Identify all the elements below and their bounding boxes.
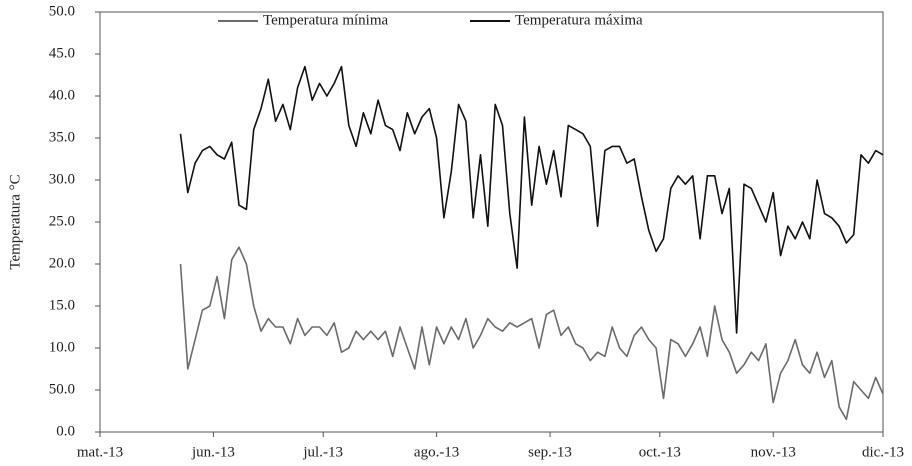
x-tick-label: jul.-13 bbox=[302, 444, 343, 460]
x-tick-label: dic.-13 bbox=[862, 444, 904, 460]
series-line bbox=[179, 65, 884, 334]
y-tick-label: 35.0 bbox=[49, 129, 75, 145]
y-tick-label: 45.0 bbox=[49, 45, 75, 61]
x-tick-label: oct.-13 bbox=[639, 444, 681, 460]
x-tick-label: nov.-13 bbox=[751, 444, 796, 460]
x-tick-label: ago.-13 bbox=[414, 444, 459, 460]
legend-label: Temperatura máxima bbox=[515, 12, 643, 28]
y-axis-label: Temperatura °C bbox=[7, 174, 23, 269]
y-tick-label: 0.0 bbox=[56, 423, 75, 439]
legend-label: Temperatura mínima bbox=[263, 12, 388, 28]
y-tick-label: 50.0 bbox=[49, 3, 75, 19]
y-tick-label: 20.0 bbox=[49, 255, 75, 271]
y-tick-label: 40.0 bbox=[49, 87, 75, 103]
y-tick-label: 30.0 bbox=[49, 171, 75, 187]
y-tick-label: 15.0 bbox=[49, 297, 75, 313]
y-tick-label: 25.0 bbox=[49, 213, 75, 229]
x-tick-label: mat.-13 bbox=[77, 444, 123, 460]
series-line bbox=[179, 246, 884, 421]
y-tick-label: 10.0 bbox=[49, 339, 75, 355]
x-tick-label: sep.-13 bbox=[528, 444, 572, 460]
x-tick-label: jun.-13 bbox=[191, 444, 235, 460]
y-tick-label: 50.0 bbox=[49, 381, 75, 397]
